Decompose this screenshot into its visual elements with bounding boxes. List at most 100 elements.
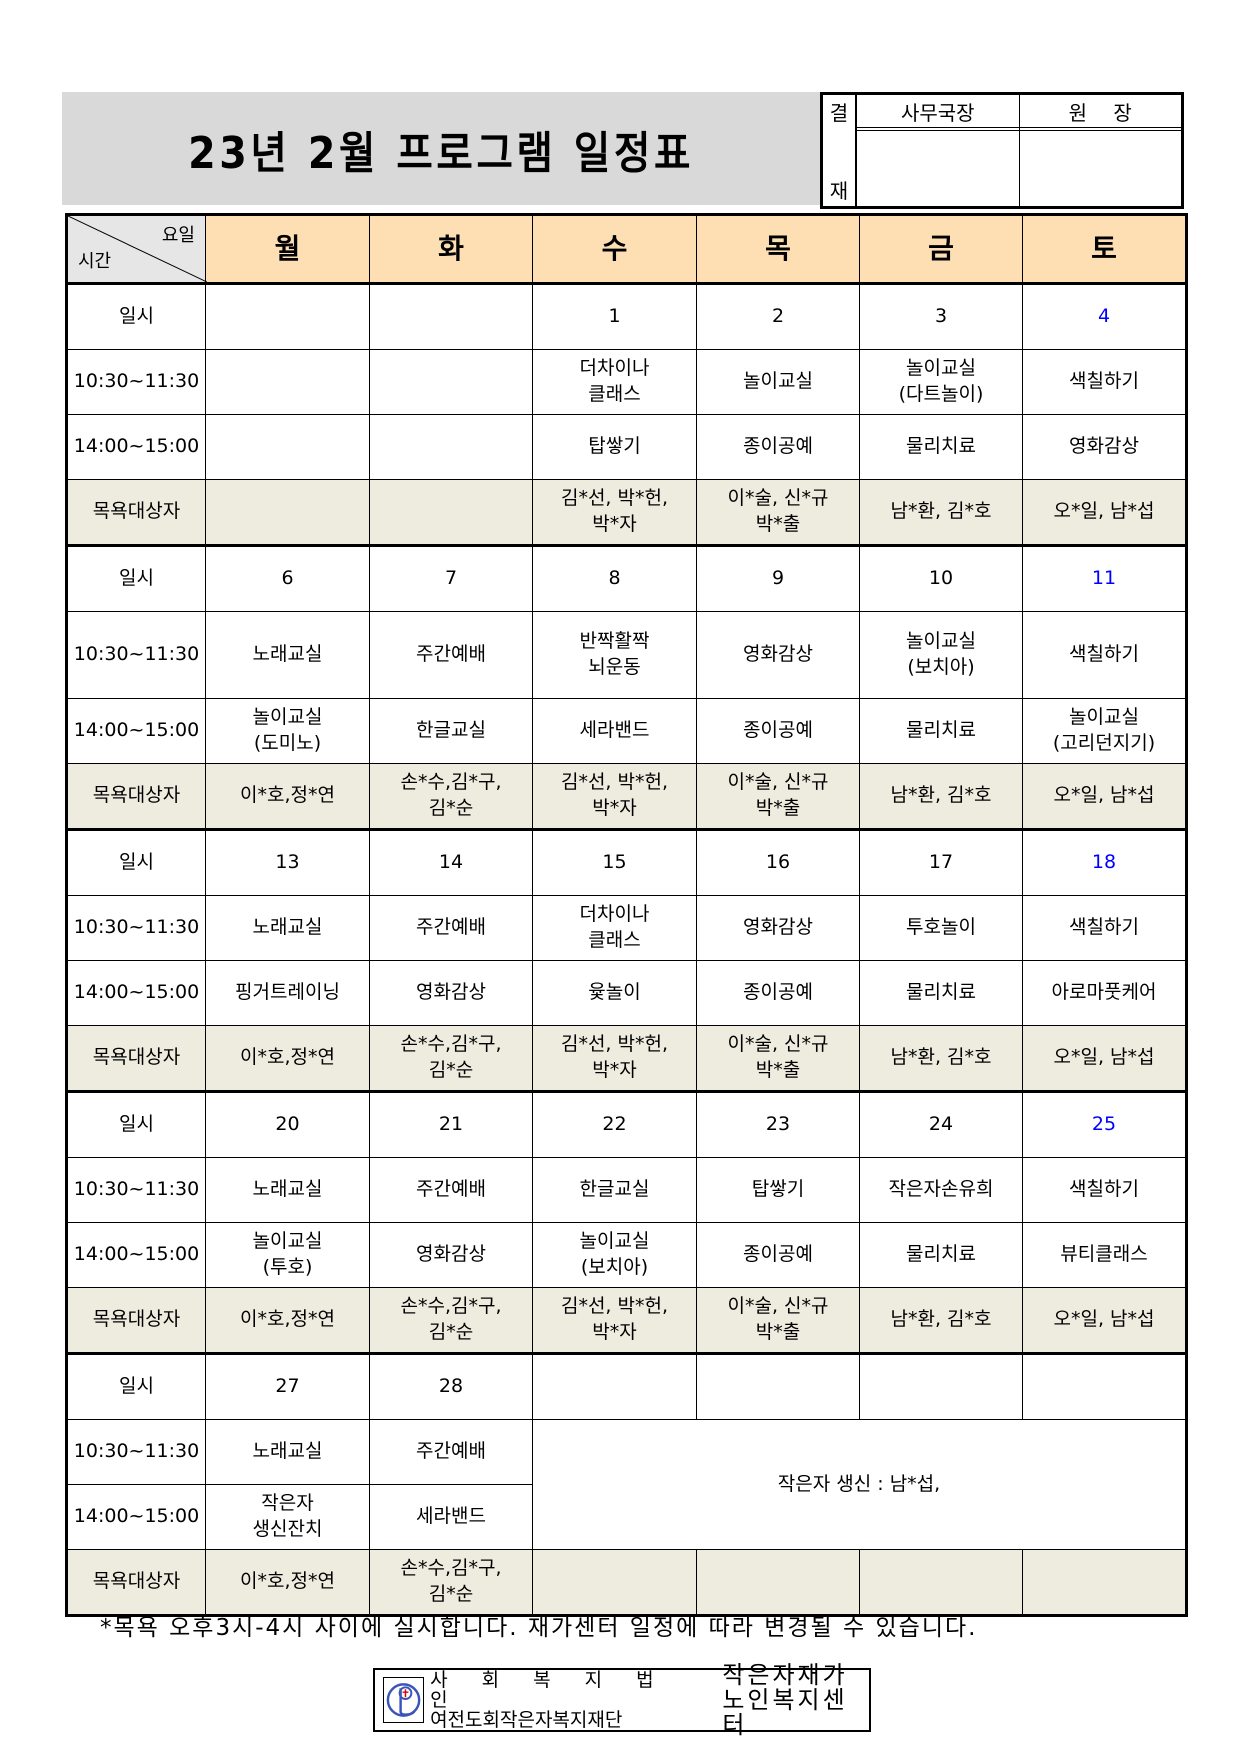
date-row: 일시 13 14 15 16 17 18 [66, 829, 1187, 896]
foundation-name: 사 회 복 지 법 인 여전도회작은자복지재단 [430, 1670, 712, 1730]
program-cell [205, 349, 370, 415]
program-cell: 주간예배 [369, 611, 533, 699]
program-cell: 노래교실 [205, 611, 370, 699]
program-cell: 세라밴드 [369, 1484, 533, 1550]
program-cell: 작은자 생신잔치 [205, 1484, 370, 1550]
date-cell: 7 [369, 545, 533, 612]
day-header: 토 [1022, 214, 1187, 285]
time-label: 10:30~11:30 [66, 895, 206, 961]
program-cell: 탑쌓기 [532, 414, 697, 480]
diagonal-line [68, 216, 207, 282]
date-cell: 17 [859, 829, 1023, 896]
date-cell: 15 [532, 829, 697, 896]
date-cell [859, 1353, 1023, 1420]
row-label: 목욕대상자 [66, 1025, 206, 1092]
pm-program-row: 14:00~15:00 놀이교실 (투호) 영화감상 놀이교실 (보치아) 종이공예 물리… [66, 1222, 1187, 1288]
program-cell: 투호놀이 [859, 895, 1023, 961]
bath-cell: 오*일, 남*섭 [1022, 479, 1187, 546]
date-cell [532, 1353, 697, 1420]
row-label: 일시 [66, 1353, 206, 1420]
date-cell: 8 [532, 545, 697, 612]
date-cell: 18 [1022, 829, 1187, 896]
program-cell: 영화감상 [369, 960, 533, 1026]
bath-cell [696, 1549, 860, 1616]
bath-cell: 남*환, 김*호 [859, 763, 1023, 830]
bath-cell: 이*호,정*연 [205, 1549, 370, 1616]
program-cell: 작은자손유희 [859, 1157, 1023, 1223]
bath-cell: 김*선, 박*헌, 박*자 [532, 1025, 697, 1092]
date-cell: 11 [1022, 545, 1187, 612]
program-cell: 주간예배 [369, 1157, 533, 1223]
program-cell: 종이공예 [696, 414, 860, 480]
date-cell: 1 [532, 283, 697, 350]
date-cell [1022, 1353, 1187, 1420]
program-cell: 주간예배 [369, 895, 533, 961]
program-cell [205, 414, 370, 480]
center-line1: 작은자재가 [722, 1660, 848, 1689]
time-label: 10:30~11:30 [66, 349, 206, 415]
bath-cell: 김*선, 박*헌, 박*자 [532, 479, 697, 546]
approval-head: 원 장 [1019, 95, 1181, 131]
bath-row: 목욕대상자 이*호,정*연 손*수,김*구, 김*순 [66, 1549, 1187, 1616]
bath-cell: 손*수,김*구, 김*순 [369, 763, 533, 830]
program-cell: 색칠하기 [1022, 1157, 1187, 1223]
approval-col-head: 원 장 [1018, 95, 1181, 206]
program-cell: 물리치료 [859, 414, 1023, 480]
program-cell: 놀이교실 (고리던지기) [1022, 698, 1187, 764]
date-row: 일시 1 2 3 4 [66, 283, 1187, 350]
bath-row: 목욕대상자 김*선, 박*헌, 박*자 이*술, 신*규 박*출 남*환, 김*호 오*… [66, 479, 1187, 546]
row-label: 목욕대상자 [66, 479, 206, 546]
date-cell: 3 [859, 283, 1023, 350]
date-cell: 27 [205, 1353, 370, 1420]
foundation-emblem-icon [383, 1677, 425, 1723]
date-cell: 4 [1022, 283, 1187, 350]
approval-side-top: 결 [829, 101, 849, 125]
program-cell: 색칠하기 [1022, 349, 1187, 415]
time-label: 10:30~11:30 [66, 1419, 206, 1485]
corner-time-label: 시간 [78, 250, 112, 272]
bath-cell: 이*술, 신*규 박*출 [696, 1025, 860, 1092]
bath-cell: 김*선, 박*헌, 박*자 [532, 763, 697, 830]
program-cell: 뷰티클래스 [1022, 1222, 1187, 1288]
date-row: 일시 27 28 [66, 1353, 1187, 1420]
time-label: 14:00~15:00 [66, 1484, 206, 1550]
signature-space [857, 131, 1019, 206]
date-cell: 9 [696, 545, 860, 612]
program-cell: 세라밴드 [532, 698, 697, 764]
date-cell: 10 [859, 545, 1023, 612]
pm-program-row: 14:00~15:00 탑쌓기 종이공예 물리치료 영화감상 [66, 414, 1187, 480]
time-label: 14:00~15:00 [66, 698, 206, 764]
date-cell [369, 283, 533, 350]
program-cell: 놀이교실 (투호) [205, 1222, 370, 1288]
bath-cell [369, 479, 533, 546]
program-cell: 노래교실 [205, 895, 370, 961]
center-name: 작은자재가 노인복지센터 [712, 1660, 869, 1738]
pm-program-row: 14:00~15:00 작은자 생신잔치 세라밴드 [66, 1484, 1187, 1550]
bath-cell: 오*일, 남*섭 [1022, 763, 1187, 830]
date-row: 일시 20 21 22 23 24 25 [66, 1091, 1187, 1158]
day-header: 화 [369, 214, 533, 285]
bath-cell: 이*호,정*연 [205, 1025, 370, 1092]
program-cell: 아로마풋케어 [1022, 960, 1187, 1026]
footnote: *목욕 오후3시-4시 사이에 실시합니다. 재가센터 일정에 따라 변경될 수… [100, 1615, 978, 1641]
program-cell: 종이공예 [696, 960, 860, 1026]
foundation-line2: 여전도회작은자복지재단 [430, 1709, 623, 1731]
bath-row: 목욕대상자 이*호,정*연 손*수,김*구, 김*순 김*선, 박*헌, 박*자 이*술… [66, 1287, 1187, 1354]
program-cell: 한글교실 [532, 1157, 697, 1223]
am-program-row: 10:30~11:30 노래교실 주간예배 더차이나 클래스 영화감상 투호놀이 색칠하기 [66, 895, 1187, 961]
corner-cell: 요일 시간 [66, 214, 207, 285]
day-header: 수 [532, 214, 697, 285]
time-label: 10:30~11:30 [66, 611, 206, 699]
bath-cell: 남*환, 김*호 [859, 1287, 1023, 1354]
row-label: 일시 [66, 829, 206, 896]
schedule-table: 요일 시간 월 화 수 목 금 토 일시 1 2 3 4 10:30~11:30 더차이나 … [65, 213, 1188, 1617]
program-cell: 색칠하기 [1022, 611, 1187, 699]
program-cell: 영화감상 [696, 895, 860, 961]
date-cell: 16 [696, 829, 860, 896]
date-cell [696, 1353, 860, 1420]
program-cell: 영화감상 [369, 1222, 533, 1288]
program-cell: 놀이교실 [696, 349, 860, 415]
am-program-row: 10:30~11:30 노래교실 주간예배 한글교실 탑쌓기 작은자손유희 색칠하기 [66, 1157, 1187, 1223]
foundation-line1: 사 회 복 지 법 인 [430, 1669, 668, 1711]
